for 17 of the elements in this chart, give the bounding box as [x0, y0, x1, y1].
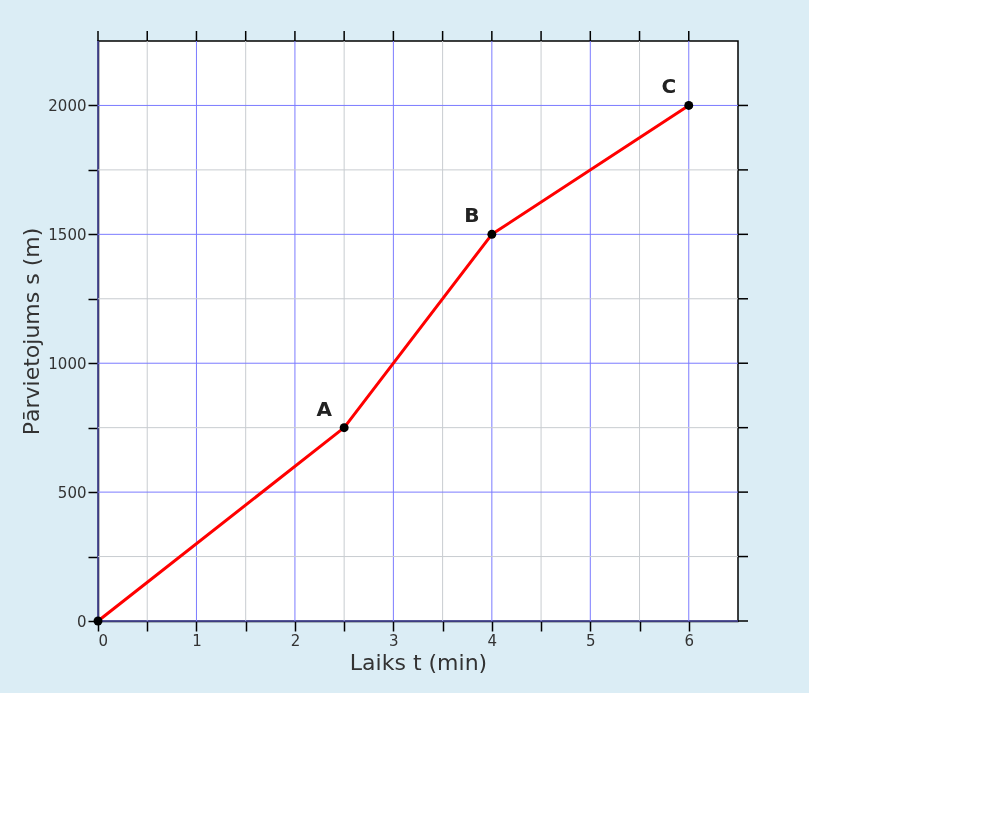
y-tick-label: 500: [57, 483, 87, 502]
y-tick-label: 2000: [48, 96, 87, 115]
x-axis-title: Laiks t (min): [349, 649, 488, 675]
y-tick-label: 0: [76, 612, 87, 631]
x-tick-label: 5: [586, 631, 596, 650]
y-axis-title: Pārvietojums s (m): [19, 227, 45, 436]
x-tick-label: 1: [192, 631, 202, 650]
y-tick-label: 1500: [48, 225, 87, 244]
x-tick-label: 3: [389, 631, 399, 650]
annotation: A: [316, 396, 333, 421]
annotation: C: [661, 74, 677, 99]
x-tick-label: 6: [684, 631, 695, 650]
x-tick-label: 0: [98, 631, 109, 650]
y-tick-label: 1000: [48, 354, 87, 373]
x-tick-label: 2: [290, 631, 301, 650]
x-tick-label: 4: [487, 631, 498, 650]
annotation: B: [464, 203, 480, 228]
